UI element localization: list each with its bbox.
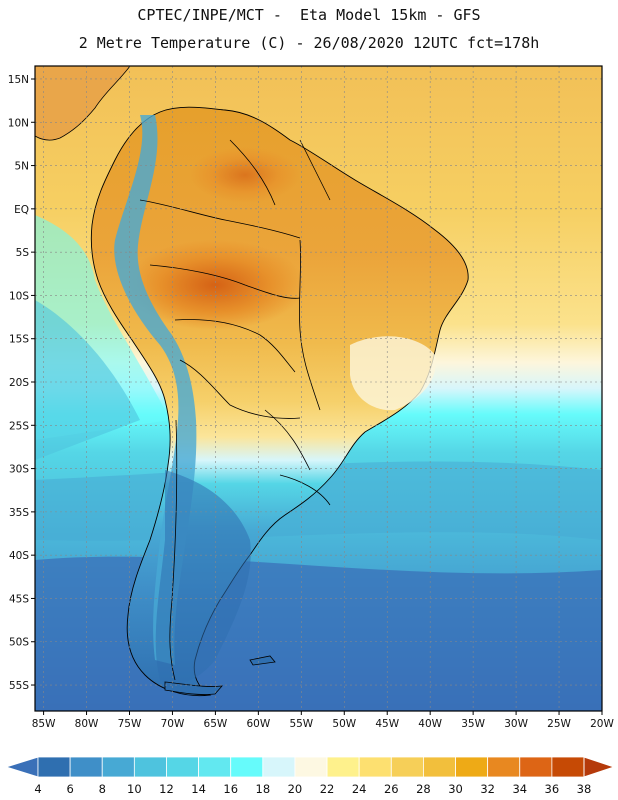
colorbar-label: 4 — [34, 782, 41, 796]
colorbar-label: 18 — [256, 782, 271, 796]
lon-tick-label: 25W — [547, 718, 571, 730]
colorbar-label: 22 — [320, 782, 335, 796]
patagonia-cold — [155, 470, 251, 684]
lon-tick-label: 65W — [204, 718, 228, 730]
colorbar-box — [262, 756, 296, 778]
lon-tick-label: 45W — [375, 718, 399, 730]
colorbar-label: 28 — [416, 782, 431, 796]
lat-tick-label: 5N — [14, 161, 29, 173]
lat-tick-label: 10N — [8, 117, 29, 129]
colorbar-box — [230, 756, 264, 778]
lat-tick-label: 10S — [9, 290, 29, 302]
cold-ocean-band — [35, 556, 602, 711]
lat-tick-label: 30S — [9, 464, 29, 476]
colorbar-label: 16 — [223, 782, 238, 796]
country-borders — [139, 139, 331, 681]
colorbar: 4 6 8 10 12 14 16 18 20 22 24 26 28 30 32 34 36 38 — [4, 756, 616, 796]
longitude-ticks: 85W 80W 75W 70W 65W 60W 55W 50W 45W 40W 35W 30W 25W 2… — [32, 711, 614, 730]
colorbar-box — [166, 756, 199, 778]
colorbar-box — [358, 756, 392, 778]
colorbar-label: 14 — [191, 782, 206, 796]
colorbar-box — [487, 756, 521, 778]
colorbar-box — [455, 756, 489, 778]
colorbar-label: 20 — [288, 782, 303, 796]
lat-tick-label: 35S — [9, 507, 29, 519]
lon-tick-label: 20W — [590, 718, 614, 730]
colorbar-box — [101, 756, 135, 778]
lon-tick-label: 70W — [161, 718, 185, 730]
colorbar-high-arrow — [583, 756, 616, 778]
lat-tick-label: 15N — [8, 74, 29, 86]
colorbar-box — [294, 756, 328, 778]
colorbar-label: 38 — [577, 782, 592, 796]
colorbar-box — [390, 756, 424, 778]
lat-tick-label: EQ — [14, 204, 29, 216]
amazon-hot-spot — [125, 240, 305, 330]
map-frame — [34, 65, 603, 712]
northern-hot-spot — [190, 147, 300, 203]
lat-tick-label: 5S — [16, 247, 30, 259]
colorbar-label: 32 — [480, 782, 495, 796]
title-line-2: 2 Metre Temperature (C) - 26/08/2020 12U… — [78, 34, 540, 52]
colorbar-label: 12 — [159, 782, 174, 796]
lat-tick-label: 55S — [9, 680, 29, 692]
lon-tick-label: 40W — [418, 718, 442, 730]
lon-tick-label: 75W — [118, 718, 142, 730]
lon-tick-label: 35W — [461, 718, 485, 730]
brazil-highlands-cool — [350, 336, 436, 411]
colorbar-low-arrow — [4, 756, 39, 778]
colorbar-label: 34 — [512, 782, 527, 796]
lon-tick-label: 55W — [289, 718, 313, 730]
colorbar-label: 24 — [352, 782, 367, 796]
title-line-1: CPTEC/INPE/MCT - Eta Model 15km - GFS — [137, 6, 481, 24]
colorbar-box — [69, 756, 103, 778]
lat-tick-label: 20S — [9, 377, 29, 389]
lon-tick-label: 50W — [332, 718, 356, 730]
falkland-islands — [249, 655, 276, 666]
colorbar-label: 26 — [384, 782, 399, 796]
colorbar-box — [519, 756, 553, 778]
lat-tick-label: 15S — [9, 334, 29, 346]
lat-tick-label: 45S — [9, 593, 29, 605]
colorbar-box — [198, 756, 232, 778]
lon-tick-label: 80W — [75, 718, 99, 730]
central-america-land — [35, 66, 131, 141]
lon-tick-label: 60W — [246, 718, 270, 730]
tierra-del-fuego — [164, 681, 223, 695]
colorbar-box — [133, 756, 167, 778]
colorbar-label: 30 — [448, 782, 463, 796]
colorbar-box — [37, 756, 71, 778]
lat-tick-label: 50S — [9, 637, 29, 649]
lon-tick-label: 85W — [32, 718, 56, 730]
lat-tick-label: 40S — [9, 550, 29, 562]
pacific-cold-water — [35, 300, 140, 460]
colorbar-box — [423, 756, 456, 778]
colorbar-label: 10 — [127, 782, 142, 796]
colorbar-label: 8 — [99, 782, 106, 796]
colorbar-label: 6 — [66, 782, 73, 796]
colorbar-box — [551, 756, 585, 778]
lat-tick-label: 25S — [9, 420, 29, 432]
colorbar-label: 36 — [545, 782, 560, 796]
lon-tick-label: 30W — [504, 718, 528, 730]
latitude-ticks: 15N 10N 5N EQ 5S 10S 15S 20S 25S 30S 35S 40S 45S 50S 5… — [8, 74, 35, 692]
colorbar-box — [326, 756, 360, 778]
